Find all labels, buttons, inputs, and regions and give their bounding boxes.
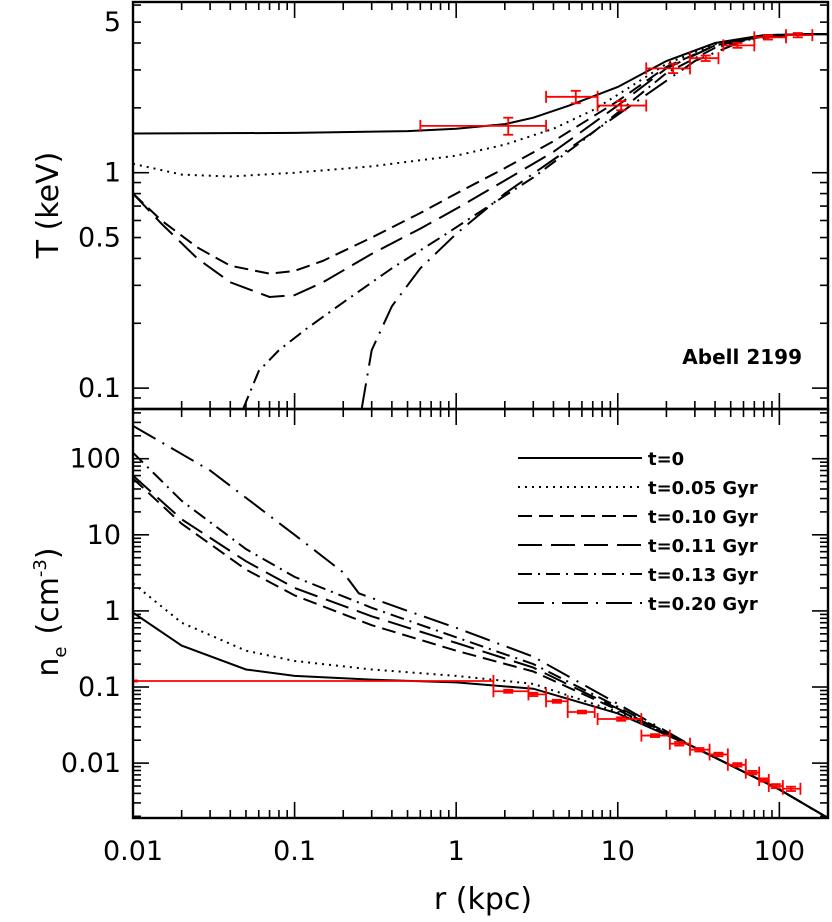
ne-exponent: -3 (30, 559, 51, 577)
legend: t=0 t=0.05 Gyr t=0.10 Gyr t=0.11 Gyr t=0.13 … (518, 449, 758, 615)
density-data-point (133, 674, 495, 687)
density-y-tick-label: 10 (87, 520, 121, 551)
temperature-model-curve-dashed (133, 33, 828, 275)
density-data-point (566, 705, 596, 718)
density-y-tick-label: 0.1 (78, 672, 121, 703)
legend-label: t=0.05 Gyr (648, 478, 758, 499)
ne-close: ) (31, 547, 66, 559)
density-data-point (492, 685, 530, 698)
legend-entry: t=0.10 Gyr (518, 507, 758, 528)
temperature-model-curve-long-dashed (133, 33, 828, 298)
legend-entry: t=0 (518, 449, 684, 470)
density-data-point (689, 743, 711, 756)
density-model-curve-dashed (133, 477, 828, 818)
temperature-model-curve-dotted (133, 33, 828, 178)
temperature-data-point (645, 62, 691, 75)
legend-entry: t=0.05 Gyr (518, 478, 758, 499)
legend-label: t=0 (648, 449, 684, 470)
density-data-point (527, 688, 547, 701)
top-y-axis-label: T (keV) (31, 152, 66, 260)
temperature-y-tick-label: 0.5 (78, 223, 121, 254)
legend-entry: t=0.11 Gyr (518, 536, 758, 557)
density-y-tick-label: 100 (69, 444, 121, 475)
density-data-point (781, 782, 802, 795)
ne-symbol: n (31, 658, 66, 677)
x-tick-label: 0.1 (273, 836, 316, 867)
ne-subscript: e (50, 647, 71, 658)
density-data-point (708, 748, 729, 761)
density-plot-frame (131, 407, 830, 820)
temperature-data-point (689, 52, 720, 65)
temperature-data-point (596, 99, 648, 112)
ne-unit: (cm (31, 577, 66, 634)
density-panel: 0.01 0.1 1 10 100 0.01 0.1 1 10 100 (61, 407, 830, 867)
temperature-y-tick-label: 5 (104, 7, 121, 38)
temperature-y-tick-label: 0.1 (78, 373, 121, 404)
temperature-data-point (545, 89, 599, 105)
legend-label: t=0.13 Gyr (648, 565, 758, 586)
density-model-curve-dotted (133, 582, 828, 818)
x-tick-label: 10 (601, 836, 635, 867)
density-data-point (545, 695, 569, 708)
density-data-point (668, 737, 691, 750)
cluster-annotation: Abell 2199 (682, 345, 802, 369)
legend-entry: t=0.13 Gyr (518, 565, 758, 586)
x-tick-label: 100 (754, 836, 806, 867)
legend-label: t=0.10 Gyr (648, 507, 758, 528)
temperature-data-point (753, 31, 787, 44)
density-data-point (758, 773, 770, 786)
x-axis-label: r (kpc) (434, 882, 532, 917)
temperature-data-point (419, 116, 547, 136)
legend-label: t=0.11 Gyr (648, 536, 758, 557)
density-y-tick-label: 1 (104, 596, 121, 627)
density-data-point (596, 712, 643, 725)
temperature-y-tick-label: 1 (104, 158, 121, 189)
legend-entry: t=0.20 Gyr (518, 594, 758, 615)
x-tick-label: 1 (448, 836, 465, 867)
density-y-tick-label: 0.01 (61, 748, 121, 779)
legend-label: t=0.20 Gyr (648, 594, 758, 615)
bottom-y-axis-label: ne (cm-3) (30, 547, 71, 676)
temperature-data-point (785, 29, 814, 42)
x-tick-label: 0.01 (103, 836, 163, 867)
density-model-curve-solid (133, 611, 828, 818)
temperature-model-curve-long-dash-dot (360, 33, 828, 409)
